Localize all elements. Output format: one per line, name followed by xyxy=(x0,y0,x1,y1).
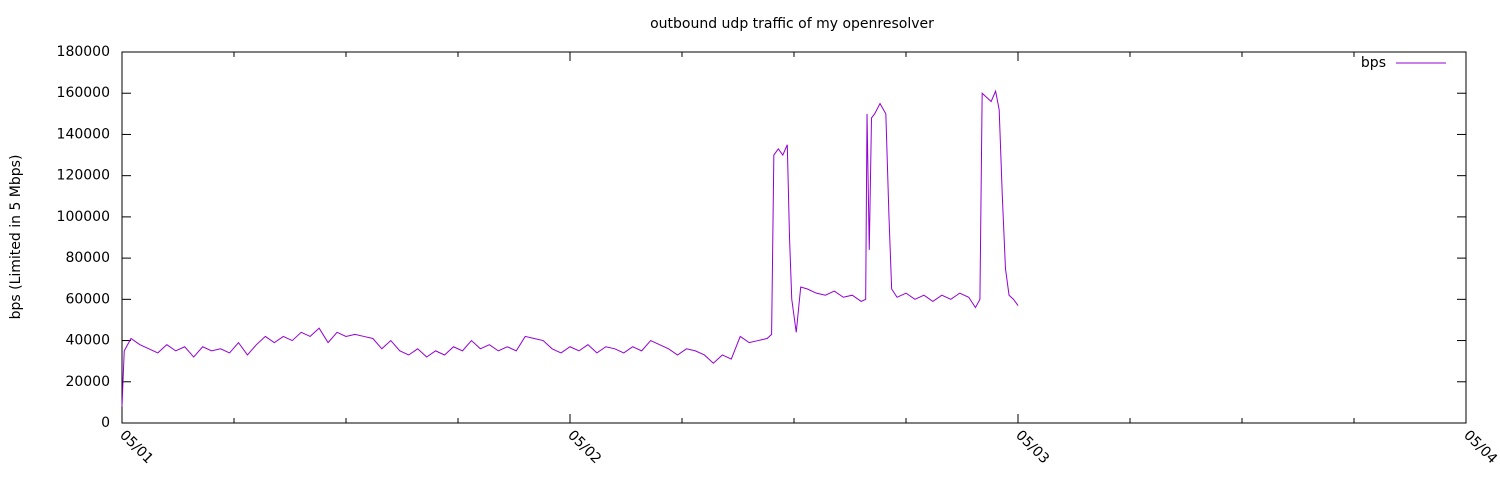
y-tick-label: 20000 xyxy=(65,374,110,390)
x-tick-label: 05/04 xyxy=(1460,427,1500,467)
y-tick-label: 100000 xyxy=(57,209,110,225)
x-tick-label: 05/02 xyxy=(564,427,604,467)
y-axis-label: bps (Limited in 5 Mbps) xyxy=(8,155,24,320)
y-tick-label: 80000 xyxy=(65,250,110,266)
chart-title: outbound udp traffic of my openresolver xyxy=(650,16,934,32)
y-tick-label: 120000 xyxy=(57,168,110,184)
y-tick-label: 0 xyxy=(101,415,110,431)
legend-label: bps xyxy=(1361,55,1386,71)
y-tick-label: 40000 xyxy=(65,333,110,349)
y-tick-label: 60000 xyxy=(65,291,110,307)
y-tick-label: 160000 xyxy=(57,85,110,101)
y-tick-label: 180000 xyxy=(57,44,110,60)
data-line xyxy=(121,89,1019,407)
x-tick-label: 05/01 xyxy=(116,427,156,467)
y-tick-label: 140000 xyxy=(57,126,110,142)
plot-border xyxy=(121,51,1467,424)
x-tick-label: 05/03 xyxy=(1012,427,1052,467)
